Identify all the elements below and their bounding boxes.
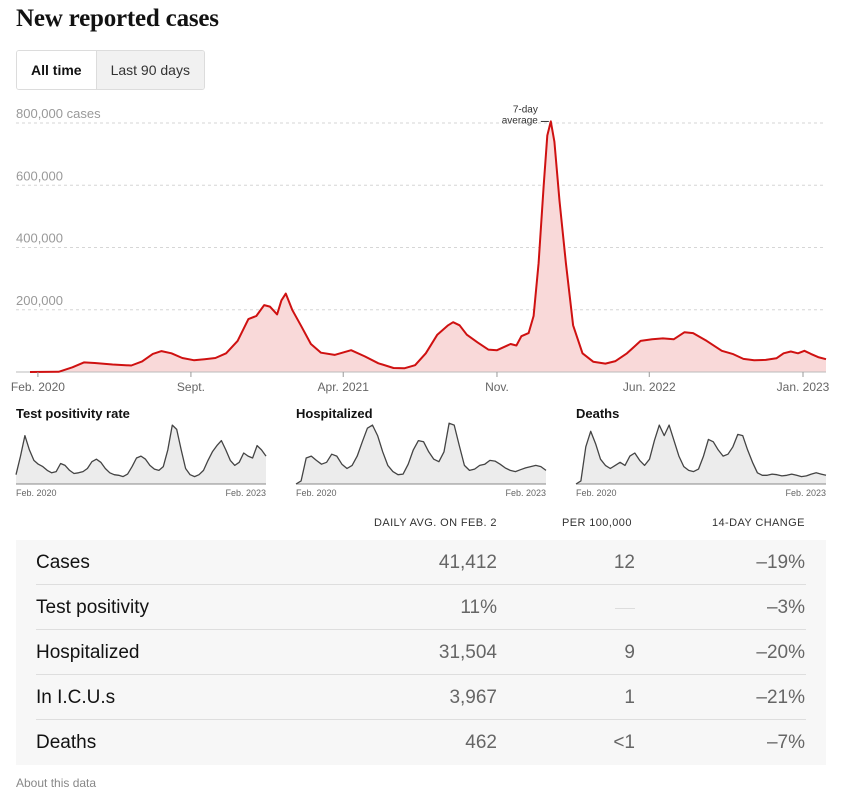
per-100000-value: 9	[624, 642, 635, 663]
about-data-link[interactable]: About this data	[16, 776, 97, 790]
table-row-cases: Cases 41,412 12 –19%	[16, 540, 826, 585]
trend-line	[295, 422, 547, 485]
daily-value: 41,412	[438, 552, 497, 573]
daily-value: 31,504	[438, 642, 497, 663]
test-positivity-title: Test positivity rate	[16, 406, 130, 421]
table-row-deaths: Deaths 462 <1 –7%	[16, 720, 826, 765]
x-tick-label: Feb. 2020	[16, 488, 57, 498]
no-data-dash	[615, 608, 635, 609]
y-tick-label: 200,000	[16, 293, 63, 308]
table-row-icu: In I.C.U.s 3,967 1 –21%	[16, 675, 826, 720]
trend-area	[296, 423, 546, 484]
per-100000-value: 1	[624, 687, 635, 708]
x-tick-label: Feb. 2020	[11, 380, 65, 394]
time-range-toggle: All time Last 90 days	[16, 50, 205, 90]
x-tick-label: Apr. 2021	[318, 380, 370, 394]
daily-value: 462	[465, 732, 497, 753]
hospitalized-chart: Feb. 2020 Feb. 2023	[295, 422, 547, 498]
row-label: Test positivity	[36, 597, 149, 618]
x-tick-label: Sept.	[177, 380, 205, 394]
row-divider	[36, 719, 806, 720]
x-tick-label: Feb. 2020	[576, 488, 617, 498]
x-tick-label: Jan. 2023	[777, 380, 830, 394]
change-value: –19%	[756, 552, 805, 573]
change-header: 14-DAY CHANGE	[712, 517, 805, 529]
row-label: In I.C.U.s	[36, 687, 116, 708]
trend-area	[16, 425, 266, 484]
deaths-chart: Feb. 2020 Feb. 2023	[575, 424, 827, 498]
cases-chart: 800,000 cases 600,000 400,000 200,000 Feb. 2…	[11, 104, 830, 394]
per-100000-value: 12	[613, 552, 635, 573]
change-value: –21%	[756, 687, 805, 708]
change-value: –20%	[756, 642, 805, 663]
cases-line	[29, 120, 827, 373]
daily-avg-header: DAILY AVG. ON FEB. 2	[374, 517, 497, 529]
x-tick-label: Feb. 2023	[505, 488, 546, 498]
change-value: –3%	[766, 597, 805, 618]
row-label: Hospitalized	[36, 642, 140, 663]
row-label: Deaths	[36, 732, 97, 753]
deaths-title: Deaths	[576, 406, 620, 421]
table-row-hospitalized: Hospitalized 31,504 9 –20%	[16, 630, 826, 675]
annotation-label: 7-day	[513, 104, 538, 115]
y-tick-label: 400,000	[16, 231, 63, 246]
summary-table: Cases 41,412 12 –19% Test positivity 11%…	[16, 540, 826, 765]
daily-value: 11%	[460, 597, 497, 618]
per-100000-header: PER 100,000	[562, 517, 632, 529]
annotation-label: average	[502, 115, 539, 126]
daily-value: 3,967	[449, 687, 497, 708]
last-90-days-button[interactable]: Last 90 days	[95, 51, 204, 89]
x-tick-label: Nov.	[485, 380, 509, 394]
row-divider	[36, 674, 806, 675]
change-value: –7%	[766, 732, 805, 753]
trend-area	[576, 425, 826, 484]
row-label: Cases	[36, 552, 90, 573]
y-tick-label: 600,000	[16, 168, 63, 183]
page-title: New reported cases	[16, 5, 219, 32]
x-tick-label: Feb. 2023	[785, 488, 826, 498]
y-tick-label: 800,000 cases	[16, 106, 101, 121]
table-row-test-positivity: Test positivity 11% –3%	[16, 585, 826, 630]
trend-line	[15, 424, 267, 478]
hospitalized-title: Hospitalized	[296, 406, 373, 421]
per-100000-value: <1	[613, 732, 635, 753]
x-tick-label: Feb. 2020	[296, 488, 337, 498]
row-divider	[36, 584, 806, 585]
x-tick-label: Jun. 2022	[623, 380, 676, 394]
x-tick-label: Feb. 2023	[225, 488, 266, 498]
cases-area	[30, 121, 826, 373]
trend-line	[575, 424, 827, 485]
test-positivity-chart: Feb. 2020 Feb. 2023	[15, 424, 267, 498]
row-divider	[36, 629, 806, 630]
all-time-button[interactable]: All time	[17, 51, 96, 89]
